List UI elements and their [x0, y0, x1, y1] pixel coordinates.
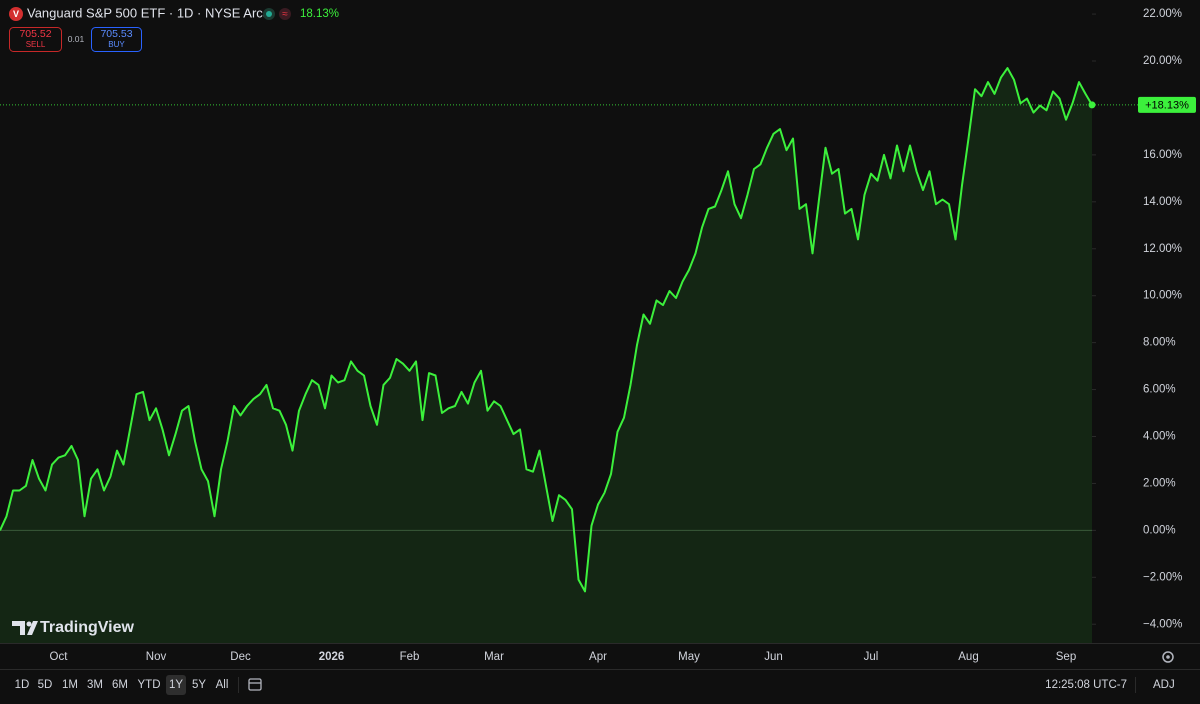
y-tick-label: 2.00%	[1143, 477, 1176, 489]
x-tick-label: May	[678, 651, 700, 663]
y-tick-label: 12.00%	[1143, 243, 1182, 255]
market-status-dot	[266, 11, 272, 17]
spread: 0.01	[68, 34, 85, 44]
range-button[interactable]: 3M	[87, 679, 103, 691]
change-percent: 18.13%	[300, 8, 339, 20]
buy-button[interactable]	[91, 27, 142, 52]
sell-button[interactable]	[9, 27, 62, 52]
area-fill	[0, 68, 1092, 644]
symbol-logo[interactable]	[9, 7, 23, 21]
y-tick-label: 14.00%	[1143, 196, 1182, 208]
x-tick-label: Feb	[400, 651, 420, 663]
y-tick-label: 10.00%	[1143, 290, 1182, 302]
y-tick-label: −4.00%	[1143, 618, 1182, 630]
sell-price: 705.52	[19, 28, 51, 40]
brand-logo-icon[interactable]	[12, 621, 38, 635]
range-button[interactable]: 5D	[38, 679, 53, 691]
data-status-icon: ≈	[282, 9, 288, 20]
buy-price: 705.53	[100, 28, 132, 40]
x-tick-label: Jun	[764, 651, 783, 663]
x-tick-label: Nov	[146, 651, 167, 663]
plot	[0, 67, 1138, 644]
range-button[interactable]: 5Y	[192, 679, 206, 691]
y-tick-label: 0.00%	[1143, 524, 1176, 536]
y-tick-label: 4.00%	[1143, 431, 1176, 443]
symbol-title[interactable]: Vanguard S&P 500 ETF · 1D · NYSE Arca	[27, 5, 271, 20]
y-tick-label: 16.00%	[1143, 149, 1182, 161]
x-tick-label: Apr	[589, 651, 607, 663]
range-button[interactable]: 1Y	[169, 679, 183, 691]
range-button[interactable]: 6M	[112, 679, 128, 691]
x-tick-label: Mar	[484, 651, 504, 663]
x-tick-label: Sep	[1056, 651, 1076, 663]
x-tick-label: Oct	[50, 651, 69, 663]
settings-icon	[1166, 655, 1170, 659]
adjust-toggle[interactable]: ADJ	[1153, 679, 1175, 691]
x-tick-label: Aug	[958, 651, 978, 663]
data-status[interactable]	[279, 8, 291, 20]
y-tick-label: 20.00%	[1143, 55, 1182, 67]
last-value-label: +18.13%	[1145, 99, 1189, 111]
y-tick-label: 6.00%	[1143, 384, 1176, 396]
last-point	[1088, 101, 1096, 109]
range-button[interactable]: 1M	[62, 679, 78, 691]
date-range-button[interactable]	[248, 678, 262, 691]
settings-button[interactable]	[1162, 651, 1174, 663]
range-selected-bg	[166, 675, 186, 695]
range-button[interactable]: YTD	[138, 679, 161, 691]
symbol-logo-letter: V	[13, 9, 19, 19]
price-line	[0, 67, 1093, 593]
x-tick-label: Dec	[230, 651, 251, 663]
brand-logo-text[interactable]: TradingView	[40, 619, 135, 636]
buy-label: BUY	[108, 40, 125, 49]
range-button[interactable]: All	[216, 679, 229, 691]
y-tick-label: −2.00%	[1143, 571, 1182, 583]
y-tick-label: 8.00%	[1143, 337, 1176, 349]
range-selector: 1D 5D 1M 3M 6M YTD 1Y 5Y All	[15, 675, 229, 695]
range-button[interactable]: 1D	[15, 679, 30, 691]
x-tick-label: Jul	[864, 651, 879, 663]
y-tick-label: 22.00%	[1143, 8, 1182, 20]
sell-label: SELL	[26, 40, 46, 49]
x-tick-label: 2026	[319, 651, 345, 663]
axes: −4.00% −2.00% 0.00% 2.00% 4.00% 6.00% 8.00% 10.…	[50, 8, 1196, 663]
clock[interactable]: 12:25:08 UTC-7	[1045, 679, 1127, 691]
last-value-badge	[1138, 96, 1196, 113]
